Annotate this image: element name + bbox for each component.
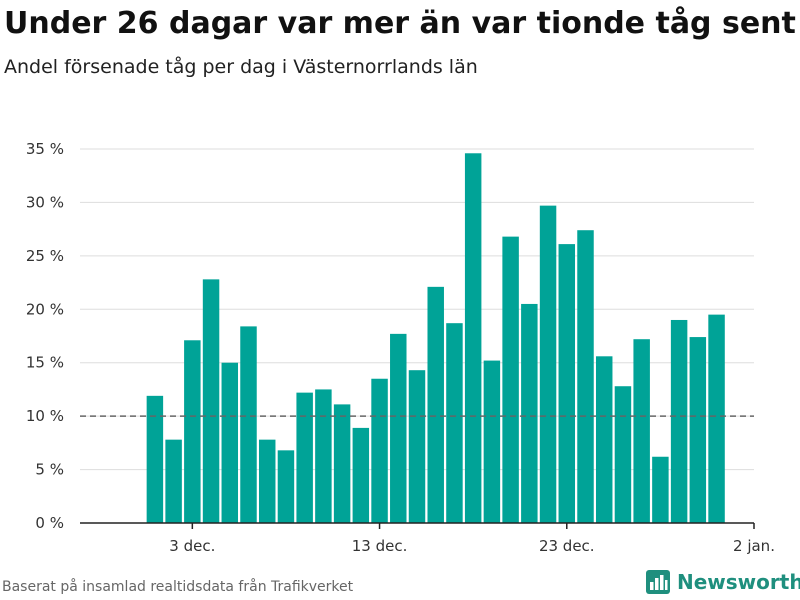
bar <box>446 323 463 523</box>
bar <box>202 279 220 523</box>
y-tick-label: 0 % <box>35 514 64 532</box>
source-note: Baserat på insamlad realtidsdata från Tr… <box>2 579 354 595</box>
bar-chart-icon <box>646 570 670 594</box>
bar <box>184 340 201 523</box>
bar <box>595 356 613 523</box>
bar <box>258 439 276 523</box>
bar <box>427 286 444 523</box>
y-tick-label: 5 % <box>35 461 64 479</box>
brand-name: Newsworthy <box>677 570 800 594</box>
bar <box>390 333 407 523</box>
bar <box>408 370 426 523</box>
bar <box>146 395 164 523</box>
chart-subtitle: Andel försenade tåg per dag i Västernorr… <box>4 56 478 78</box>
bar <box>315 389 332 523</box>
brand-logo: Newsworthy <box>645 569 800 595</box>
bar <box>352 427 370 523</box>
x-tick-label: 3 dec. <box>169 537 215 555</box>
bar <box>277 450 295 523</box>
x-tick-label: 23 dec. <box>539 537 595 555</box>
bar <box>165 439 182 523</box>
bar <box>333 404 351 523</box>
bar <box>483 360 501 523</box>
bar <box>240 326 257 523</box>
bar <box>708 314 725 523</box>
x-tick-label: 13 dec. <box>352 537 408 555</box>
y-tick-label: 35 % <box>26 140 64 158</box>
bar <box>558 244 576 524</box>
bar <box>502 236 519 523</box>
y-tick-label: 30 % <box>26 193 64 211</box>
bar <box>633 339 650 523</box>
y-tick-label: 10 % <box>26 407 64 425</box>
bar <box>464 153 482 523</box>
bar <box>652 456 669 523</box>
bar <box>221 362 239 523</box>
bar <box>371 378 388 523</box>
chart-title: Under 26 dagar var mer än var tionde tåg… <box>4 6 796 41</box>
bar <box>296 392 313 523</box>
bar <box>577 230 594 523</box>
y-tick-label: 25 % <box>26 247 64 265</box>
y-tick-label: 15 % <box>26 354 64 372</box>
x-tick-label: 2 jan. <box>733 537 775 555</box>
y-tick-label: 20 % <box>26 300 64 318</box>
bar <box>689 337 707 523</box>
bar <box>539 205 557 524</box>
bar <box>614 386 632 523</box>
bar <box>670 319 688 523</box>
bar <box>521 303 538 523</box>
